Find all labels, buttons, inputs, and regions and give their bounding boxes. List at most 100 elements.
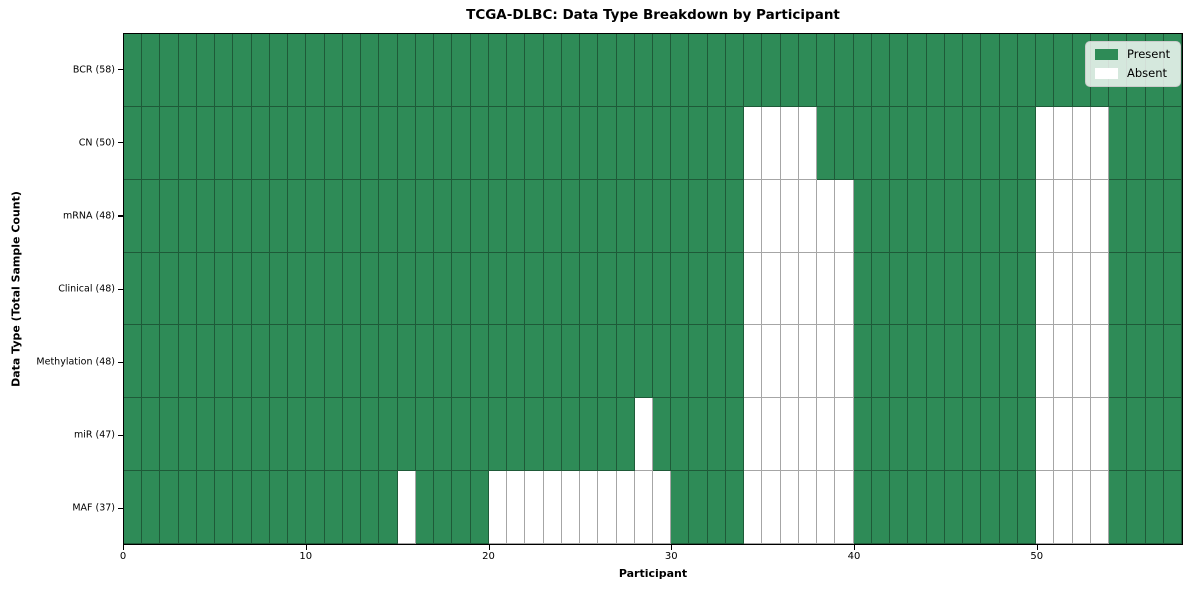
- heatmap-cell: [671, 106, 690, 180]
- heatmap-cell: [525, 179, 544, 253]
- heatmap-cell: [780, 106, 799, 180]
- heatmap-cell: [853, 325, 872, 399]
- heatmap-cell: [744, 106, 763, 180]
- heatmap-cell: [944, 471, 964, 544]
- heatmap-cell: [1054, 398, 1073, 472]
- heatmap-plot-area: [123, 33, 1183, 545]
- heatmap-cell: [488, 34, 508, 107]
- y-tick-label: mRNA (48): [63, 210, 115, 222]
- heatmap-cell: [324, 471, 343, 544]
- heatmap-cell: [361, 179, 380, 253]
- heatmap-cell: [342, 325, 362, 399]
- heatmap-cell: [142, 398, 161, 472]
- heatmap-cell: [397, 106, 416, 180]
- heatmap-cell: [196, 179, 216, 253]
- heatmap-cell: [853, 471, 872, 544]
- heatmap-cell: [324, 34, 343, 107]
- heatmap-cell: [689, 34, 708, 107]
- heatmap-cell: [1109, 325, 1128, 399]
- heatmap-cell: [415, 471, 435, 544]
- heatmap-cell: [981, 34, 1000, 107]
- heatmap-cell: [142, 34, 161, 107]
- heatmap-cell: [397, 325, 416, 399]
- heatmap-cell: [1163, 325, 1182, 399]
- heatmap-cell: [981, 252, 1000, 326]
- heatmap-cell: [361, 252, 380, 326]
- heatmap-cell: [580, 34, 599, 107]
- heatmap-cell: [124, 325, 143, 399]
- chart-title: TCGA-DLBC: Data Type Breakdown by Partic…: [466, 7, 840, 23]
- heatmap-cell: [926, 34, 945, 107]
- heatmap-cell: [871, 252, 891, 326]
- heatmap-cell: [561, 471, 581, 544]
- heatmap-cell: [616, 106, 635, 180]
- heatmap-cell: [1017, 252, 1037, 326]
- heatmap-cell: [379, 471, 398, 544]
- heatmap-cell: [379, 398, 398, 472]
- heatmap-cell: [215, 252, 234, 326]
- heatmap-cell: [415, 179, 435, 253]
- heatmap-cell: [890, 34, 909, 107]
- heatmap-cell: [762, 398, 781, 472]
- heatmap-cell: [926, 471, 945, 544]
- heatmap-cell: [342, 398, 362, 472]
- heatmap-cell: [1109, 106, 1128, 180]
- heatmap-cell: [178, 34, 197, 107]
- heatmap-cell: [671, 471, 690, 544]
- heatmap-cell: [835, 34, 854, 107]
- heatmap-cell: [780, 34, 799, 107]
- heatmap-cell: [470, 179, 489, 253]
- heatmap-cell: [1072, 252, 1091, 326]
- heatmap-cell: [1090, 471, 1110, 544]
- heatmap-cell: [853, 252, 872, 326]
- heatmap-cell: [215, 106, 234, 180]
- heatmap-cell: [124, 252, 143, 326]
- heatmap-cell: [233, 325, 252, 399]
- heatmap-cell: [981, 471, 1000, 544]
- heatmap-cell: [652, 398, 672, 472]
- heatmap-cell: [616, 34, 635, 107]
- heatmap-cell: [744, 34, 763, 107]
- heatmap-cell: [616, 398, 635, 472]
- heatmap-cell: [306, 106, 325, 180]
- y-tick-mark: [118, 215, 123, 217]
- heatmap-cell: [1145, 471, 1164, 544]
- heatmap-cell: [725, 252, 745, 326]
- heatmap-cell: [689, 325, 708, 399]
- heatmap-cell: [707, 34, 726, 107]
- heatmap-cell: [142, 179, 161, 253]
- heatmap-cell: [434, 252, 453, 326]
- heatmap-cell: [908, 106, 927, 180]
- x-tick-mark: [671, 545, 673, 550]
- heatmap-cell: [397, 34, 416, 107]
- heatmap-cell: [488, 252, 508, 326]
- heatmap-cell: [434, 325, 453, 399]
- heatmap-cell: [215, 325, 234, 399]
- heatmap-cell: [908, 34, 927, 107]
- heatmap-cell: [251, 398, 270, 472]
- heatmap-cell: [269, 179, 289, 253]
- heatmap-cell: [507, 34, 526, 107]
- heatmap-cell: [725, 398, 745, 472]
- heatmap-cell: [817, 34, 836, 107]
- heatmap-cell: [890, 106, 909, 180]
- heatmap-cell: [580, 106, 599, 180]
- heatmap-cell: [379, 34, 398, 107]
- heatmap-cell: [762, 471, 781, 544]
- heatmap-cell: [1017, 471, 1037, 544]
- heatmap-cell: [1054, 471, 1073, 544]
- present-swatch-icon: [1095, 49, 1118, 61]
- heatmap-cell: [1054, 252, 1073, 326]
- heatmap-cell: [981, 179, 1000, 253]
- heatmap-cell: [725, 325, 745, 399]
- heatmap-cell: [452, 34, 471, 107]
- heatmap-cell: [1163, 252, 1182, 326]
- heatmap-cell: [1127, 106, 1146, 180]
- heatmap-cell: [1163, 106, 1182, 180]
- heatmap-cell: [652, 179, 672, 253]
- heatmap-cell: [379, 179, 398, 253]
- heatmap-cell: [324, 106, 343, 180]
- heatmap-cell: [543, 398, 562, 472]
- heatmap-cell: [488, 106, 508, 180]
- heatmap-cell: [142, 252, 161, 326]
